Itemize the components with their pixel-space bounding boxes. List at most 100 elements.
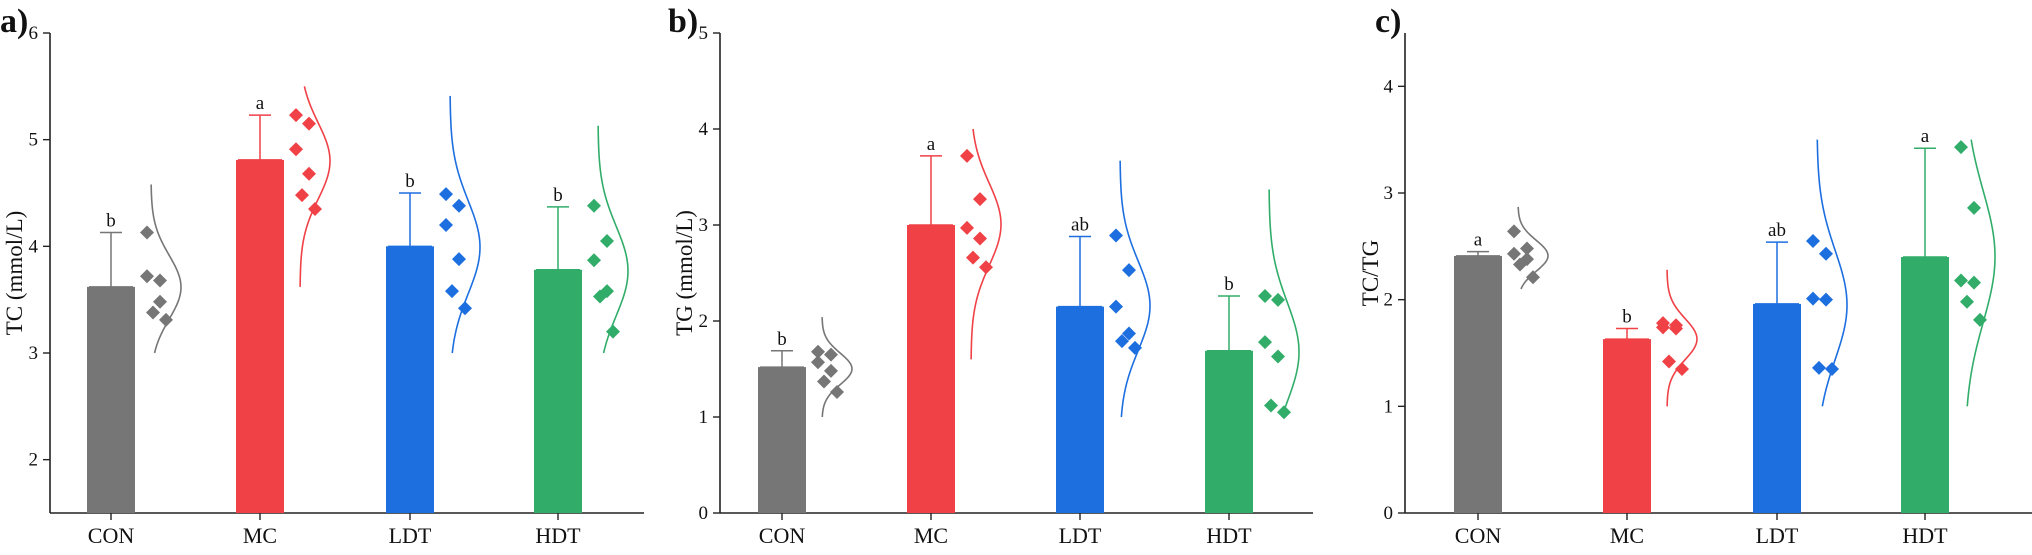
x-tick-label-mc: MC	[914, 523, 948, 548]
x-tick-label-con: CON	[88, 523, 135, 548]
x-tick-label-con: CON	[1455, 523, 1502, 548]
data-point-mc	[302, 166, 316, 181]
data-point-hdt	[1973, 312, 1987, 327]
distribution-curve-hdt	[597, 125, 629, 354]
data-point-hdt	[1960, 294, 1974, 309]
significance-label-con: a	[1474, 230, 1483, 251]
data-point-hdt	[1271, 349, 1285, 364]
data-point-hdt	[1258, 289, 1272, 304]
distribution-curve-mc	[299, 86, 331, 287]
y-tick-label: 6	[29, 23, 39, 44]
data-point-mc	[289, 142, 303, 157]
bar-mc	[236, 159, 284, 513]
data-point-con	[824, 363, 838, 378]
y-tick-label: 3	[1384, 183, 1394, 204]
y-tick-label: 1	[1384, 396, 1394, 417]
data-point-ldt	[1806, 291, 1820, 306]
data-point-mc	[973, 192, 987, 207]
data-point-ldt	[439, 187, 453, 202]
data-point-hdt	[587, 198, 601, 213]
x-tick-label-hdt: HDT	[1206, 523, 1252, 548]
data-point-mc	[1656, 320, 1670, 335]
y-tick-label: 3	[699, 215, 709, 236]
data-point-hdt	[1277, 405, 1291, 420]
x-tick-label-con: CON	[759, 523, 806, 548]
x-tick-label-mc: MC	[1610, 523, 1644, 548]
y-tick-label: 0	[1384, 503, 1394, 524]
y-axis-title: TC/TG	[1358, 240, 1383, 306]
panel-label: a)	[0, 3, 28, 40]
distribution-curve-hdt	[1966, 139, 1996, 407]
data-point-hdt	[600, 234, 614, 248]
data-point-hdt	[593, 289, 607, 304]
bar-con	[758, 367, 806, 513]
y-tick-label: 2	[29, 450, 39, 471]
y-tick-label: 2	[699, 311, 709, 332]
data-point-con	[824, 347, 838, 362]
data-point-ldt	[445, 284, 459, 299]
data-point-ldt	[452, 252, 466, 267]
x-tick-label-ldt: LDT	[1756, 523, 1799, 548]
x-tick-label-ldt: LDT	[1059, 523, 1102, 548]
significance-label-con: b	[106, 210, 116, 231]
panel-0: 2 3 4 5 6a) TC (mmol/L) CON b MC a LDT b HDT b	[0, 3, 644, 548]
bar-hdt	[534, 269, 582, 513]
data-point-ldt	[1115, 334, 1129, 349]
bar-mc	[1603, 339, 1651, 513]
data-point-con	[140, 269, 154, 284]
data-point-con	[1513, 257, 1527, 272]
bar-mc	[907, 225, 955, 513]
data-point-con	[1507, 246, 1521, 261]
data-point-con	[153, 273, 167, 288]
data-point-mc	[295, 188, 309, 203]
data-point-mc	[973, 231, 987, 246]
x-tick-label-hdt: HDT	[1902, 523, 1948, 548]
data-point-ldt	[439, 218, 453, 232]
data-point-mc	[966, 250, 980, 265]
data-point-ldt	[458, 301, 472, 316]
bar-hdt	[1205, 350, 1253, 513]
y-tick-label: 4	[29, 236, 39, 257]
y-tick-label: 2	[1384, 290, 1394, 311]
distribution-curve-con	[150, 184, 182, 354]
x-tick-label-ldt: LDT	[389, 523, 432, 548]
data-point-ldt	[1122, 263, 1136, 278]
significance-label-mc: b	[1622, 306, 1632, 327]
panel-1: 0 1 2 3 4 5b) TG (mmol/L) CON b MC a LDT ab HDT b	[668, 3, 1313, 548]
y-tick-label: 4	[1384, 76, 1394, 97]
distribution-curve-mc	[970, 128, 1002, 360]
x-tick-label-mc: MC	[243, 523, 277, 548]
data-point-con	[811, 355, 825, 370]
data-point-mc	[302, 116, 316, 131]
distribution-curve-ldt	[1816, 139, 1848, 407]
data-point-hdt	[606, 324, 620, 339]
data-point-mc	[979, 260, 993, 275]
significance-label-mc: a	[927, 134, 936, 155]
data-point-hdt	[1264, 398, 1278, 413]
distribution-curve-hdt	[1268, 189, 1300, 418]
y-tick-label: 5	[29, 130, 39, 151]
data-point-mc	[1662, 354, 1676, 369]
bar-con	[1454, 255, 1502, 513]
data-point-con	[817, 374, 831, 389]
data-point-ldt	[1806, 234, 1820, 248]
data-point-hdt	[1271, 292, 1285, 307]
data-point-mc	[289, 108, 303, 123]
data-point-con	[1507, 224, 1521, 239]
panel-label: b)	[668, 3, 698, 40]
data-point-ldt	[1109, 228, 1123, 243]
data-point-hdt	[587, 253, 601, 268]
data-point-hdt	[1954, 140, 1968, 155]
significance-label-hdt: b	[1224, 274, 1234, 295]
data-point-mc	[1675, 362, 1689, 376]
data-point-ldt	[1812, 360, 1826, 375]
data-point-hdt	[1967, 200, 1981, 215]
data-point-mc	[960, 220, 974, 235]
y-tick-label: 4	[699, 119, 709, 140]
y-tick-label: 3	[29, 343, 39, 364]
data-point-con	[811, 344, 825, 359]
data-point-con	[153, 294, 167, 309]
distribution-curve-con	[821, 317, 853, 418]
